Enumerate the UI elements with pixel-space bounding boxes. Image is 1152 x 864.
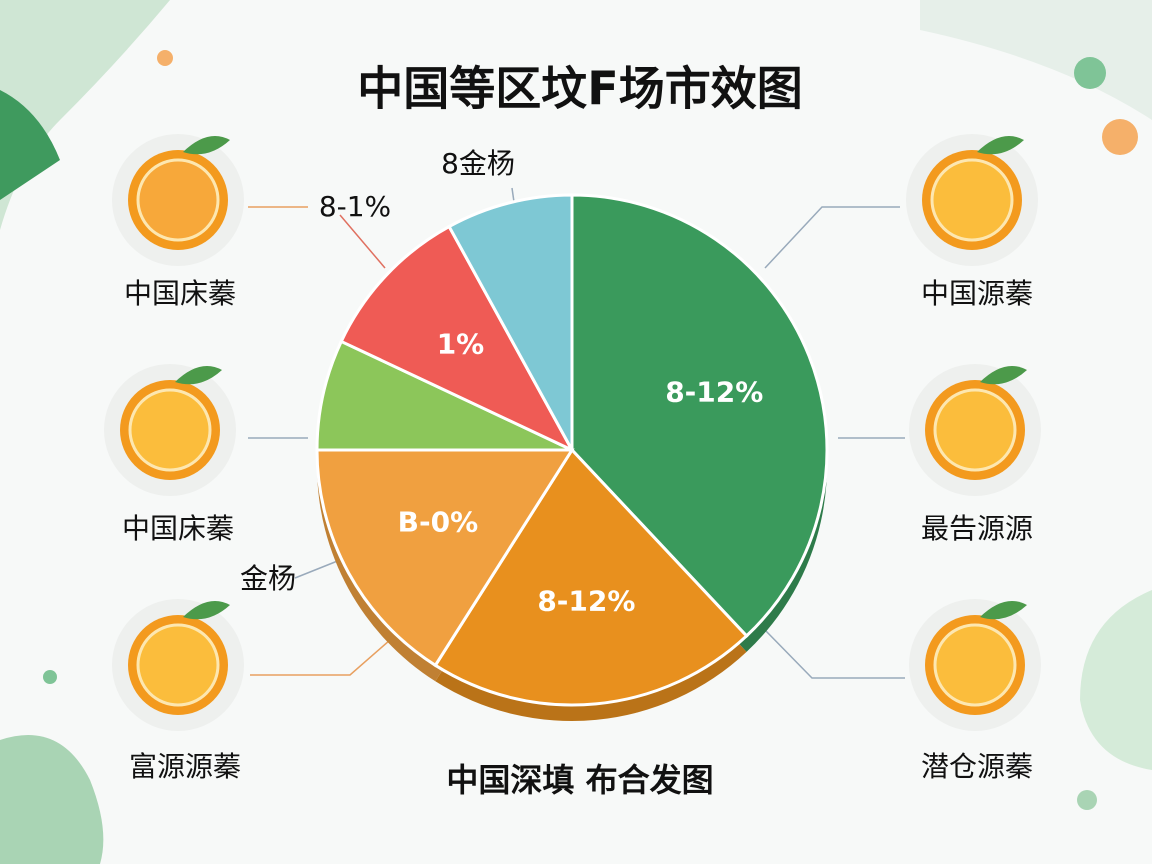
slice xyxy=(315,448,575,668)
decor xyxy=(1077,790,1097,810)
annotation: 8金杨 xyxy=(441,147,515,180)
item-label: 潜仓源蓁 xyxy=(921,750,1033,783)
slice-label: 1% xyxy=(437,327,485,360)
decor xyxy=(1102,119,1138,155)
orange-icon-inner xyxy=(933,623,1017,707)
leaf xyxy=(183,601,230,620)
decor xyxy=(157,50,173,66)
pie: 8-12% 8-12% B-0% 1% xyxy=(315,193,829,722)
decor xyxy=(0,0,170,230)
slice xyxy=(447,193,574,451)
slice-label: B-0% xyxy=(398,506,479,539)
slice xyxy=(339,224,576,454)
decor xyxy=(1074,57,1106,89)
leaf xyxy=(183,136,230,155)
chart-title: 中国等区坟F场市效图 xyxy=(357,62,802,116)
leaf xyxy=(980,601,1027,620)
slice xyxy=(433,447,749,707)
slice xyxy=(315,339,573,452)
item-label: 中国源蓁 xyxy=(921,277,1033,310)
slice xyxy=(570,193,829,639)
item-label: 最告源源 xyxy=(921,512,1033,545)
decor xyxy=(0,735,104,864)
slice-label: 8-12% xyxy=(537,584,635,617)
decor xyxy=(43,670,57,684)
annotation: 金杨 xyxy=(240,562,296,595)
orange-icon-inner xyxy=(128,388,212,472)
orange-icon-inner xyxy=(136,623,220,707)
orange-icon-inner xyxy=(930,158,1014,242)
annotation: 8-1% xyxy=(319,190,391,223)
item-label: 中国床蓁 xyxy=(122,512,234,545)
decor xyxy=(920,0,1152,120)
orange-icon-inner xyxy=(136,158,220,242)
leaf xyxy=(175,366,222,385)
leaf xyxy=(977,136,1024,155)
decor xyxy=(0,90,60,200)
slice-label: 8-12% xyxy=(665,376,763,409)
item-label: 中国床蓁 xyxy=(124,277,236,310)
chart-subtitle: 中国深填 布合发图 xyxy=(446,761,713,799)
item-label: 富源源蓁 xyxy=(129,750,241,783)
orange-icon-inner xyxy=(933,388,1017,472)
leaf xyxy=(980,366,1027,385)
decor xyxy=(1080,590,1152,770)
